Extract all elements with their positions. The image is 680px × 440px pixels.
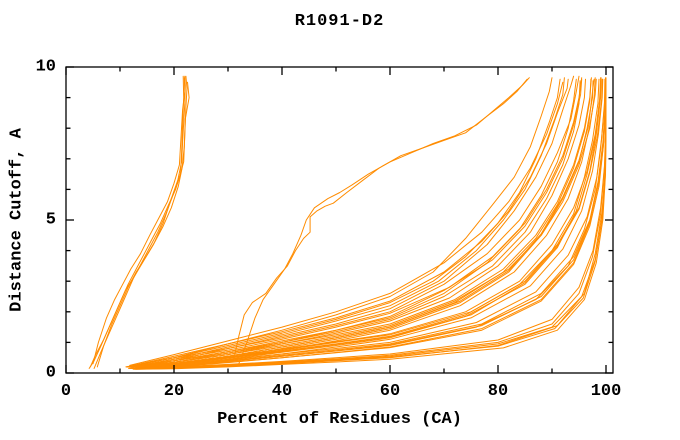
model-curve	[129, 78, 606, 369]
model-curve	[238, 77, 530, 365]
x-tick-label: 100	[590, 382, 622, 401]
model-curve	[133, 78, 569, 366]
x-tick-label: 80	[487, 382, 509, 401]
model-curve	[135, 81, 607, 370]
model-curve	[135, 75, 575, 368]
model-curve	[125, 77, 606, 368]
y-tick-label: 10	[35, 57, 56, 77]
model-curve	[133, 83, 607, 370]
model-curve	[232, 78, 528, 362]
model-curve	[129, 81, 564, 366]
model-curve	[136, 78, 607, 369]
model-curve	[126, 77, 592, 368]
model-curve	[96, 81, 190, 368]
model-curve	[88, 75, 186, 369]
x-axis-label: Percent of Residues (CA)	[217, 410, 462, 429]
x-tick-label: 40	[271, 382, 293, 401]
model-curve	[126, 78, 577, 368]
model-curve	[93, 75, 188, 369]
model-curve	[135, 77, 602, 368]
y-tick-label: 5	[45, 210, 56, 230]
model-curve	[133, 78, 603, 369]
model-curve	[130, 80, 594, 368]
model-curve	[92, 77, 186, 365]
y-axis-label: Distance Cutoff, A	[7, 128, 27, 312]
model-curve	[130, 77, 565, 368]
y-tick-label: 0	[45, 363, 56, 383]
model-curve	[132, 81, 607, 370]
model-curve	[127, 78, 561, 368]
x-tick-label: 60	[379, 382, 401, 401]
model-curve	[128, 78, 607, 369]
plot-title: R1091-D2	[294, 12, 385, 31]
x-tick-label: 20	[163, 382, 185, 401]
model-curve	[127, 75, 580, 368]
model-curve	[131, 78, 583, 368]
model-curve	[127, 77, 602, 368]
model-curve	[133, 77, 583, 368]
model-curve	[137, 78, 607, 369]
model-curve	[131, 77, 607, 369]
x-tick-label: 0	[60, 382, 72, 401]
model-curve	[130, 80, 581, 368]
